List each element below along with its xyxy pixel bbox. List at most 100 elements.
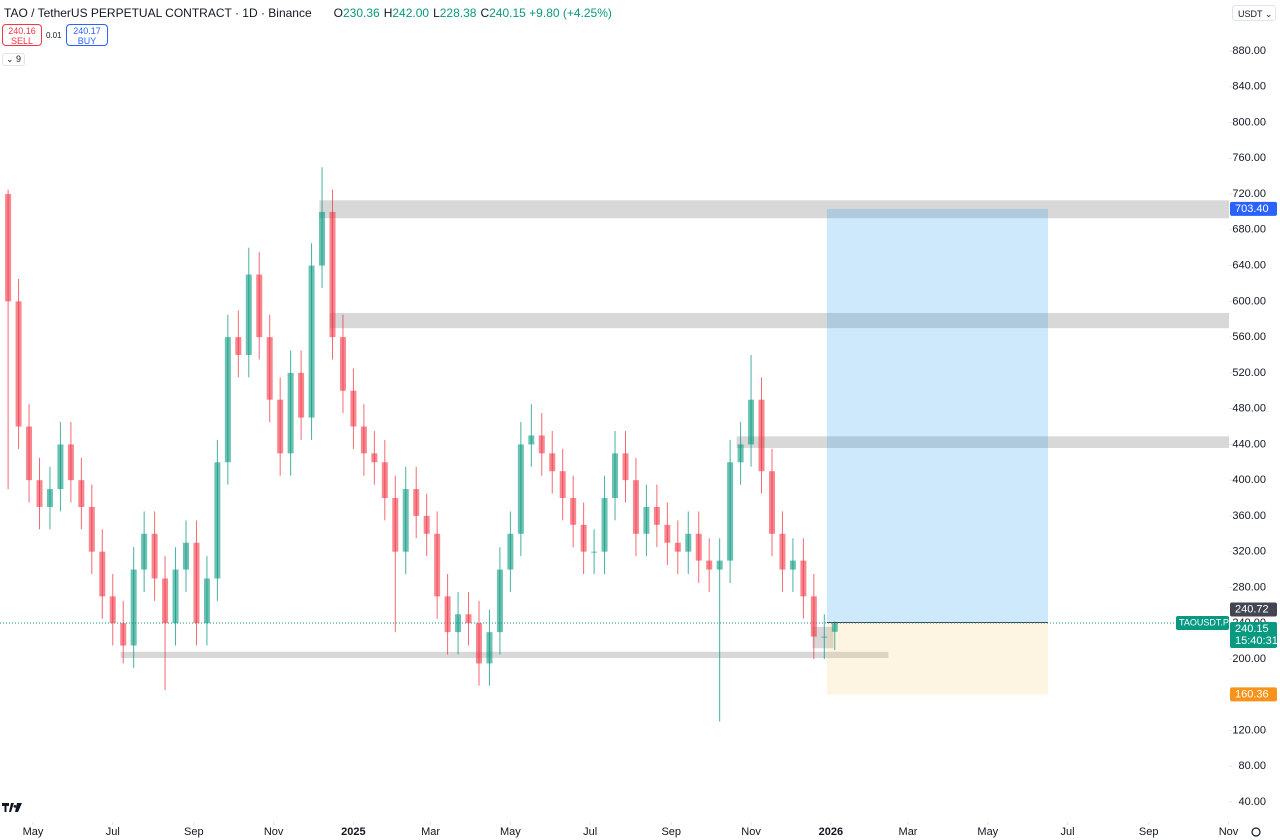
target-area	[826, 208, 1048, 623]
candle-body	[109, 596, 116, 624]
y-tick-label: 840.00	[1232, 81, 1266, 93]
y-tick-label: 640.00	[1232, 260, 1266, 272]
settings-icon	[1251, 827, 1261, 837]
x-tick-label: May	[500, 826, 521, 838]
candle-body	[360, 426, 367, 454]
candle-body	[758, 399, 765, 472]
candle-body	[591, 551, 598, 553]
symbol-tag: TAOUSDT.P	[1179, 617, 1229, 627]
candle-body	[538, 435, 545, 454]
x-tick-label: 2026	[819, 826, 843, 838]
candle-body	[203, 578, 210, 624]
ohlc-key: C	[480, 6, 490, 20]
sell-button[interactable]: 240.16 SELL	[2, 24, 42, 46]
x-tick-label: Nov	[1219, 826, 1239, 838]
candle-body	[496, 569, 503, 633]
y-tick-label: 800.00	[1232, 116, 1266, 128]
candle-body	[371, 453, 378, 463]
zone	[736, 436, 1229, 448]
candle-body	[67, 444, 74, 481]
candle-body	[674, 542, 681, 552]
change: +9.80 (+4.25%)	[529, 6, 612, 20]
y-tick-label: 880.00	[1232, 45, 1266, 57]
sell-label: SELL	[10, 36, 34, 46]
candle-body	[214, 462, 221, 579]
y-tick-label: 400.00	[1232, 474, 1266, 486]
symbol: TAO / TetherUS PERPETUAL CONTRACT · 1D ·…	[4, 6, 312, 20]
candle-body	[580, 524, 587, 552]
candle-body	[350, 390, 357, 427]
candle-body	[727, 462, 734, 561]
candle-body	[381, 462, 388, 499]
candle-body	[319, 211, 326, 266]
candle-body	[748, 399, 755, 445]
candle-body	[434, 533, 441, 597]
x-tick-label: Sep	[184, 826, 204, 838]
ohlc: O230.36 H242.00 L228.38 C240.15	[330, 6, 526, 20]
candle-body	[517, 444, 524, 534]
stop-area	[826, 622, 1048, 695]
candle-body	[632, 480, 639, 534]
price-label: 160.36	[1235, 688, 1269, 700]
candle-body	[99, 551, 106, 597]
y-tick-label: 560.00	[1232, 331, 1266, 343]
candle-body	[402, 489, 409, 552]
candle-body	[528, 435, 535, 445]
candle-body	[256, 274, 263, 338]
x-tick-label: Jul	[106, 826, 120, 838]
candle-body	[716, 560, 723, 570]
candle-body	[339, 337, 346, 391]
buy-button[interactable]: 240.17 BUY	[66, 24, 108, 46]
candle-body	[601, 498, 608, 552]
x-tick-label: Mar	[899, 826, 918, 838]
ohlc-value: 228.38	[439, 6, 477, 20]
candle-body	[653, 506, 660, 525]
candle-body	[685, 533, 692, 552]
x-tick-label: Mar	[421, 826, 440, 838]
candle-body	[622, 453, 629, 481]
symbol-tag-box	[1176, 616, 1229, 631]
x-tick-label: May	[977, 826, 998, 838]
ohlc-key: O	[333, 6, 343, 20]
x-tick-label: May	[23, 826, 44, 838]
candle-body	[120, 623, 127, 646]
candle-body	[800, 560, 807, 597]
currency-select[interactable]: USDT ⌄	[1232, 5, 1276, 21]
candle-body	[151, 533, 158, 579]
logo-mark	[2, 803, 22, 812]
candle-body	[475, 623, 482, 664]
candle-body	[455, 614, 462, 633]
candle-body	[465, 614, 472, 624]
candle-body	[392, 498, 399, 552]
candle-body	[162, 578, 169, 624]
candle-body	[789, 560, 796, 570]
zone	[120, 651, 889, 659]
candle-body	[245, 274, 252, 355]
time-axis	[0, 822, 1280, 840]
countdown: 15:40:31	[1235, 635, 1278, 647]
y-tick-label: 280.00	[1232, 581, 1266, 593]
y-tick-label: 760.00	[1232, 152, 1266, 164]
x-tick-label: Sep	[1139, 826, 1159, 838]
candle-body	[266, 337, 273, 400]
ohlc-key: H	[383, 6, 393, 20]
y-tick-label: 200.00	[1232, 653, 1266, 665]
ohlc-key: L	[433, 6, 440, 20]
indicator-toggle[interactable]: ⌄ 9	[2, 53, 26, 66]
price-label: 240.72	[1235, 603, 1269, 615]
zone	[329, 312, 1230, 329]
y-tick-label: 480.00	[1232, 403, 1266, 415]
header: TAO / TetherUS PERPETUAL CONTRACT · 1D ·…	[4, 6, 612, 20]
y-tick-label: 40.00	[1238, 796, 1266, 808]
candle-body	[570, 498, 577, 525]
candle-body	[78, 480, 85, 507]
candle-body	[413, 489, 420, 516]
candle-body	[88, 506, 95, 552]
y-tick-label: 520.00	[1232, 367, 1266, 379]
ohlc-value: 242.00	[392, 6, 430, 20]
candle-body	[612, 453, 619, 499]
x-tick-label: Nov	[264, 826, 284, 838]
y-tick-label: 720.00	[1232, 188, 1266, 200]
candle-body	[643, 506, 650, 534]
